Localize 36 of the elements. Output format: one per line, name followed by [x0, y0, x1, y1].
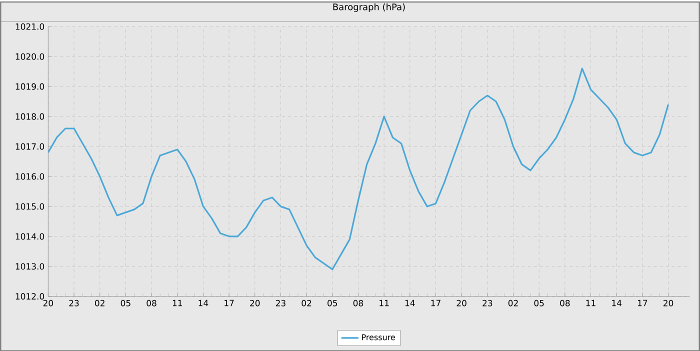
x-tick-label: 14: [198, 300, 208, 306]
y-tick-label: 1020.0: [16, 53, 44, 60]
x-tick-label: 20: [43, 300, 54, 306]
x-tick-label: 11: [172, 300, 182, 306]
x-tick-label: 05: [534, 300, 544, 306]
x-tick-label: 23: [276, 300, 286, 306]
y-tick-label: 1015.0: [16, 203, 44, 210]
y-tick-label: 1018.0: [16, 113, 44, 120]
x-tick-label: 08: [560, 300, 570, 306]
x-tick-label: 23: [482, 300, 492, 306]
y-tick-label: 1019.0: [16, 83, 44, 90]
x-tick-label: 11: [380, 300, 389, 306]
x-tick-label: 08: [353, 300, 364, 306]
x-tick-label: 20: [456, 300, 466, 306]
x-tick-label: 17: [431, 300, 440, 306]
x-tick-label: 02: [302, 300, 312, 306]
x-tick-label: 14: [405, 300, 415, 306]
y-tick-label: 1012.0: [16, 293, 44, 300]
y-tick-label: 1013.0: [16, 263, 44, 270]
x-tick-label: 05: [328, 300, 338, 306]
x-tick-label: 23: [69, 300, 79, 306]
x-tick-label: 17: [224, 300, 234, 306]
x-tick-label: 08: [146, 300, 156, 306]
x-tick-label: 20: [250, 300, 260, 306]
y-tick-label: 1017.0: [16, 143, 44, 150]
x-tick-label: 14: [612, 300, 622, 306]
chart-title: Barograph (hPa): [333, 3, 405, 12]
y-tick-label: 1021.0: [16, 23, 44, 30]
x-tick-label: 11: [586, 300, 596, 306]
y-tick-label: 1016.0: [16, 173, 44, 180]
y-tick-label: 1014.0: [16, 233, 44, 240]
x-tick-label: 02: [508, 300, 518, 306]
x-tick-label: 02: [95, 300, 104, 306]
x-tick-label: 05: [120, 300, 130, 306]
x-tick-label: 17: [638, 300, 648, 306]
x-tick-label: 20: [664, 300, 674, 306]
